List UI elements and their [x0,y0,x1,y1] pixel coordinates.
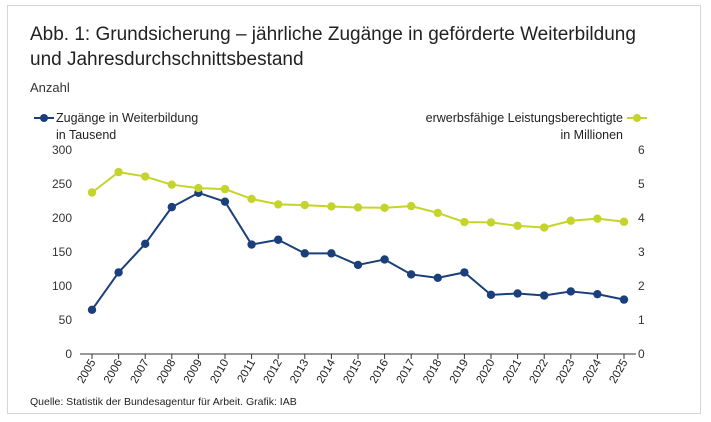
data-point-right [274,200,283,209]
data-point-left [327,249,336,258]
data-point-left [380,255,389,264]
data-point-left [486,290,496,300]
x-tick-label: 2017 [395,358,418,386]
legend-right: erwerbsfähige Leistungsberechtigte in Mi… [425,110,647,144]
data-point-left [114,268,123,277]
y-right-tick-label: 6 [638,143,645,157]
x-tick-label: 2021 [501,358,524,386]
x-tick-label: 2018 [421,358,444,386]
data-point-right [540,223,549,232]
legend-swatch-right [627,114,647,122]
x-tick-label: 2013 [288,358,311,386]
data-point-right [141,172,150,181]
data-point-right [380,203,389,212]
legend-swatch-left [34,114,54,122]
legend-left-line1: Zugänge in Weiterbildung [56,111,199,125]
x-tick-label: 2005 [75,358,98,386]
y-left-tick-label: 150 [52,245,72,259]
series-line-right [91,171,625,229]
chart-title-line1: Abb. 1: Grundsicherung – jährliche Zugän… [30,24,636,45]
data-point-right [300,200,309,210]
data-point-right [167,180,176,189]
data-point-right [114,167,123,177]
data-point-left [566,287,575,296]
x-tick-label: 2022 [528,358,551,386]
data-point-right [433,208,442,218]
data-point-left [407,270,416,279]
x-tick-label: 2012 [262,358,285,386]
data-point-left [247,240,256,249]
data-point-right [513,221,522,231]
y-left-tick-label: 300 [52,143,72,157]
data-point-right [593,214,602,223]
data-point-left [220,197,230,206]
data-point-left [274,235,283,244]
y-right-tick-label: 5 [638,177,645,191]
y-left-tick-label: 250 [52,177,72,191]
legend-left: Zugänge in Weiterbildung in Tausend [34,110,199,144]
data-point-left [619,295,629,304]
x-tick-label: 2009 [182,358,205,386]
data-point-right [194,183,203,193]
data-point-right [353,203,363,212]
y-left-tick-label: 100 [52,279,72,293]
y-left-tick-label: 50 [59,313,73,327]
y-left-tick-label: 200 [52,211,72,225]
data-point-left [433,273,442,283]
x-tick-label: 2006 [102,358,125,386]
x-tick-label: 2025 [607,358,630,386]
chart-title: Abb. 1: Grundsicherung – jährliche Zugän… [30,22,690,72]
y-right-tick-label: 4 [638,211,645,225]
y-right-tick-label: 1 [638,313,645,327]
data-point-right [327,202,336,211]
data-point-right [220,184,230,194]
x-tick-label: 2014 [315,357,338,386]
data-point-right [619,217,629,226]
x-tick-label: 2015 [341,358,364,386]
x-tick-label: 2016 [368,358,391,386]
legend-right-line1: erwerbsfähige Leistungsberechtigte [425,111,623,125]
y-right-tick-label: 2 [638,279,645,293]
chart-frame [7,5,701,414]
y-left-tick-label: 0 [65,347,72,361]
y-right-tick-label: 0 [638,347,645,361]
unit-label: Anzahl [30,80,70,95]
legend-right-line2: in Millionen [560,128,623,142]
x-tick-label: 2020 [474,358,497,386]
data-point-right [486,218,496,227]
data-point-right [407,201,416,211]
x-tick-label: 2011 [235,358,258,385]
x-tick-label: 2019 [448,358,471,386]
y-right-tick-label: 3 [638,245,645,259]
x-tick-label: 2024 [581,357,604,386]
data-point-right [247,194,256,204]
source-note: Quelle: Statistik der Bundesagentur für … [30,396,297,408]
legend-left-line2: in Tausend [56,128,117,142]
data-point-left [460,268,469,277]
x-tick-label: 2010 [208,358,231,386]
data-point-left [353,260,363,270]
data-point-left [593,289,602,299]
data-point-left [513,289,522,298]
x-tick-label: 2008 [155,358,178,386]
chart-title-line2: und Jahresdurchschnittsbestand [30,49,304,70]
data-point-left [540,291,549,300]
data-point-left [141,239,150,249]
data-point-left [167,202,176,212]
data-point-right [460,217,469,227]
data-point-right [87,188,97,197]
x-tick-label: 2007 [129,358,152,386]
data-point-left [300,249,309,258]
x-tick-label: 2023 [554,358,577,386]
data-point-right [566,216,575,225]
data-point-left [87,305,97,314]
